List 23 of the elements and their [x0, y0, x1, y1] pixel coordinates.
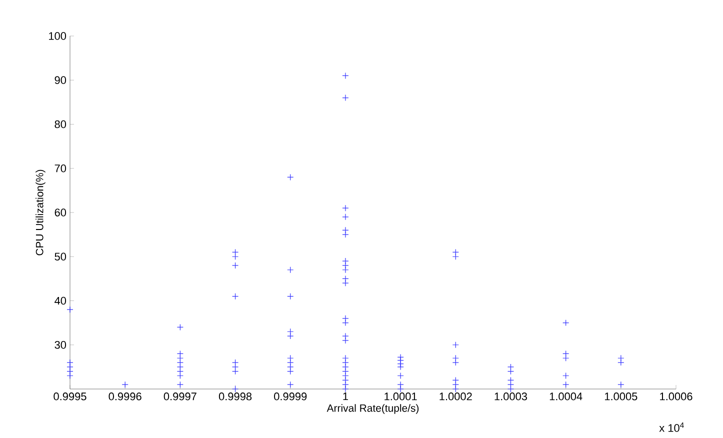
y-tick-label: 100: [49, 32, 66, 40]
x-tick-label: 1: [343, 392, 348, 400]
x-tick-label: 0.9999: [274, 392, 307, 400]
x-tick-label: 0.9998: [218, 392, 252, 400]
x-tick-label: 0.9997: [164, 392, 196, 400]
x-tick-label: 0.9995: [54, 392, 86, 400]
y-tick-label: 70: [54, 164, 66, 172]
y-axis-title: CPU Utilization(%): [36, 170, 46, 256]
y-tick-label: 60: [54, 208, 66, 216]
x-tick-label: 1.0006: [660, 392, 692, 400]
x-axis-title: Arrival Rate(tuple/s): [326, 404, 419, 414]
x-tick-label: 1.0003: [494, 392, 527, 400]
x-tick-label: 1.0005: [604, 392, 638, 400]
y-tick-label: 90: [54, 76, 66, 84]
y-tick-label: 30: [54, 341, 66, 349]
text: x 10$^{4}$: [659, 422, 684, 432]
x-tick-label: 0.9996: [108, 392, 142, 400]
x-tick-label: 1.0001: [384, 392, 417, 400]
y-tick-label: 40: [54, 296, 66, 305]
y-tick-label: 50: [54, 252, 66, 261]
x-tick-label: 1.0002: [440, 392, 472, 400]
x-tick-label: 1.0004: [550, 392, 582, 400]
y-tick-label: 80: [54, 120, 66, 128]
